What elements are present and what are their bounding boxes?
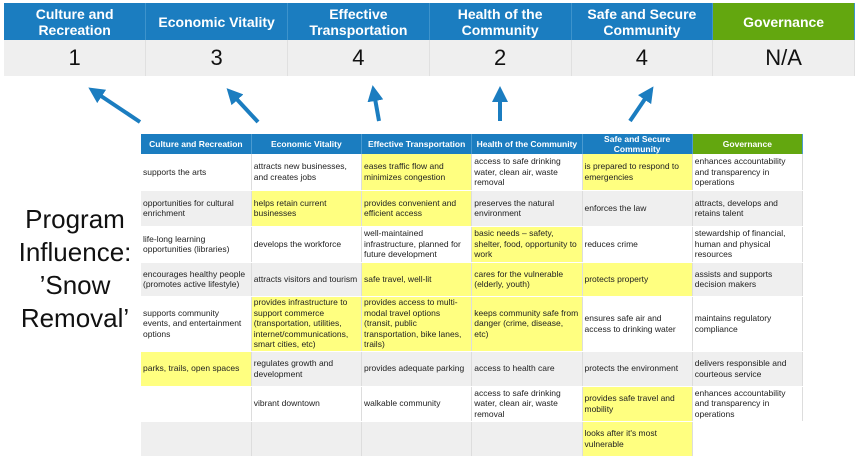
table-cell: attracts new businesses, and creates job… [251,154,363,191]
table-cell: vibrant downtown [251,386,363,422]
table-cell: protects property [582,262,693,297]
score-value: 1 [4,40,147,76]
score-table: Culture and Recreation Economic Vitality E… [4,3,855,76]
score-header: Governance [712,3,855,40]
table-row: life-long learning opportunities (librar… [141,226,804,263]
table-cell: parks, trails, open spaces [141,351,252,387]
table-cell: enforces the law [582,190,693,227]
table-cell: attracts visitors and tourism [251,262,363,297]
table-cell: reduces crime [582,226,693,263]
table-cell: encourages healthy people (promotes acti… [141,262,252,297]
table-cell [251,421,363,457]
table-cell: provides convenient and efficient access [361,190,473,227]
table-cell: develops the workforce [251,226,363,263]
table-cell: stewardship of financial, human and phys… [692,226,804,263]
table-cell: provides access to multi-modal travel op… [361,296,473,352]
table-cell: enhances accountability and transparency… [692,386,804,422]
table-cell: attracts, develops and retains talent [692,190,804,227]
column-header: Effective Transportation [361,134,473,154]
table-cell [141,421,252,457]
table-cell: access to health care [471,351,583,387]
score-header: Effective Transportation [287,3,430,40]
table-cell: enhances accountability and transparency… [692,154,804,191]
column-header: Economic Vitality [251,134,363,154]
score-value: 3 [145,40,288,76]
score-header: Economic Vitality [145,3,288,40]
label-line: ’Snow [39,270,111,300]
arrow-icon [628,86,654,123]
table-cell: well-maintained infrastructure, planned … [361,226,473,263]
table-cell: life-long learning opportunities (librar… [141,226,252,263]
table-cell: provides safe travel and mobility [582,386,693,422]
score-header: Health of the Community [429,3,572,40]
table-cell [361,421,473,457]
arrow-icon [226,88,260,124]
table-cell: walkable community [361,386,473,422]
table-cell: looks after it's most vulnerable [582,421,693,457]
table-cell: protects the environment [582,351,693,387]
table-cell: supports the arts [141,154,252,191]
score-header: Culture and Recreation [4,3,147,40]
table-row: parks, trails, open spaces regulates grow… [141,351,804,387]
table-cell: delivers responsible and courteous servi… [692,351,804,387]
score-value: 4 [287,40,430,76]
table-cell: access to safe drinking water, clean air… [471,386,583,422]
table-cell [141,386,252,422]
table-cell: keeps community safe from danger (crime,… [471,296,583,352]
table-cell [692,421,803,457]
table-cell: assists and supports decision makers [692,262,804,297]
column-header: Governance [692,134,804,154]
table-cell: access to safe drinking water, clean air… [471,154,583,191]
table-cell: is prepared to respond to emergencies [582,154,693,191]
table-cell [471,421,583,457]
table-row: looks after it's most vulnerable [141,421,803,457]
arrow-icon [367,85,384,122]
column-header: Culture and Recreation [141,134,252,154]
table-cell: provides infrastructure to support comme… [251,296,363,352]
table-row: vibrant downtown walkable community access… [141,386,804,422]
table-row: encourages healthy people (promotes acti… [141,262,804,297]
label-line: Influence: [18,237,132,267]
table-cell: cares for the vulnerable (elderly, youth… [471,262,583,297]
arrow-icon [88,87,142,124]
score-value: N/A [712,40,855,76]
table-cell: basic needs – safety, shelter, food, opp… [471,226,583,263]
score-value: 4 [571,40,714,76]
table-cell: ensures safe air and access to drinking … [582,296,693,352]
table-cell: helps retain current businesses [251,190,363,227]
arrows [88,85,654,124]
program-influence-label: Program Influence: ’Snow Removal’ [0,203,150,335]
table-cell: safe travel, well-lit [361,262,473,297]
label-line: Removal’ [20,303,130,333]
column-header: Health of the Community [471,134,583,154]
table-row: opportunities for cultural enrichment hel… [141,190,804,227]
label-line: Program [25,204,125,234]
score-header: Safe and Secure Community [571,3,714,40]
influence-matrix: Culture and Recreation Economic Vitality E… [141,134,804,457]
table-cell: maintains regulatory compliance [692,296,804,352]
table-cell: provides adequate parking [361,351,473,387]
table-cell: eases traffic flow and minimizes congest… [361,154,473,191]
table-cell: preserves the natural environment [471,190,583,227]
score-value: 2 [429,40,572,76]
column-header: Safe and Secure Community [582,134,693,154]
table-row: supports the arts attracts new businesses… [141,154,804,191]
table-cell: regulates growth and development [251,351,363,387]
table-cell: supports community events, and entertain… [141,296,252,352]
table-cell: opportunities for cultural enrichment [141,190,252,227]
table-row: supports community events, and entertain… [141,296,804,352]
